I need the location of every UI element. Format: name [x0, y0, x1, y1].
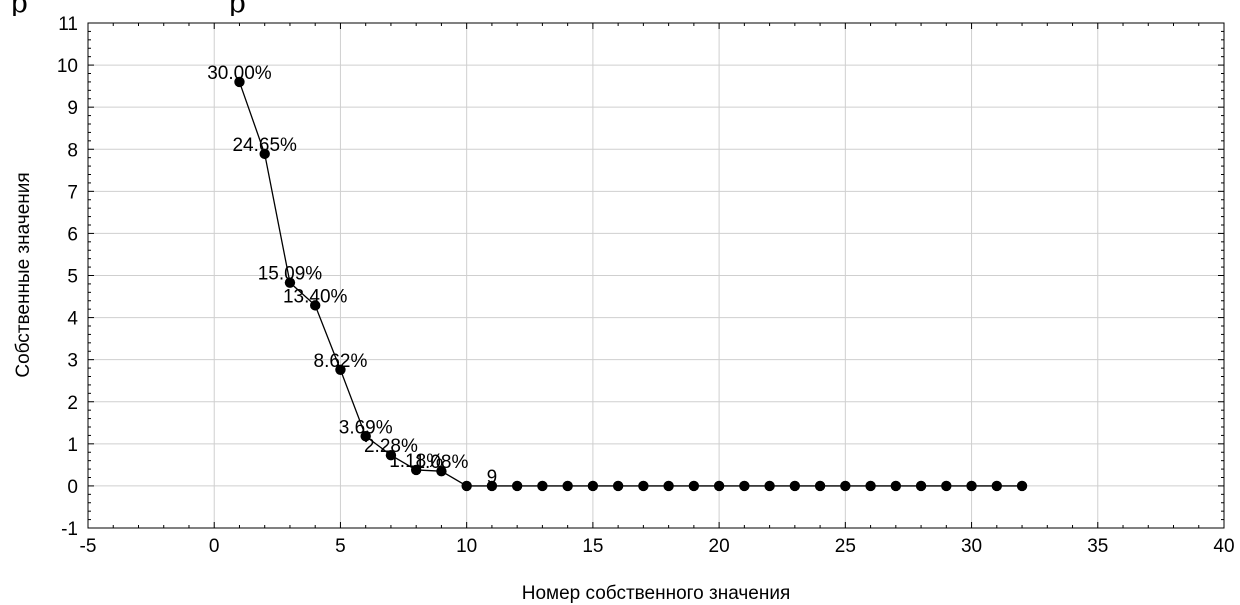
data-point [335, 364, 346, 375]
y-tick-label: 3 [67, 351, 78, 372]
data-point [941, 480, 952, 492]
data-point [865, 480, 876, 492]
data-point [562, 480, 573, 492]
data-point [638, 480, 649, 492]
data-point [360, 431, 371, 442]
data-label: 30.00% [207, 63, 272, 84]
y-tick-label: 7 [67, 182, 78, 203]
data-label: 1.18% [389, 451, 443, 472]
y-tick-label: 4 [67, 309, 78, 330]
y-tick-label: -1 [61, 519, 78, 540]
x-tick-label: 15 [582, 536, 603, 557]
data-label: 15.09% [258, 264, 323, 285]
grid-lines [88, 23, 1224, 528]
data-point [587, 480, 599, 492]
x-tick-label: 35 [1087, 536, 1108, 557]
data-point [436, 465, 447, 477]
data-label: 13.40% [283, 286, 348, 307]
data-annotations: 30.00% 24.65% 15.09%13.40% 8.62% 3.69%2.28%1… [207, 63, 497, 488]
x-tick-label: 10 [456, 536, 477, 557]
x-tick-label: 30 [961, 536, 982, 557]
data-point [1016, 480, 1028, 492]
data-point [840, 480, 851, 492]
y-tick-label: 5 [67, 267, 78, 288]
data-point [537, 480, 548, 492]
data-point [259, 148, 270, 160]
data-label: 2.28% [364, 436, 418, 457]
data-point [713, 480, 725, 492]
data-point [739, 480, 750, 492]
y-tick-label: 8 [67, 140, 78, 161]
data-label: 24.65% [232, 135, 297, 156]
axes: -5 0 5 10 15 20 25 30 35 40 -1 0 1 2 3 4 5 6 7 8 9 10 11 [57, 14, 1235, 557]
x-axis-title: Номер собственного значения [522, 583, 791, 604]
data-label: 3.69% [339, 417, 393, 438]
data-label: 9 [487, 467, 498, 488]
x-tick-label: 40 [1213, 536, 1234, 557]
data-point [688, 480, 700, 492]
data-point [991, 480, 1002, 492]
data-label: 1.08% [414, 452, 468, 473]
data-label: 8.62% [314, 351, 368, 372]
x-tick-label: 5 [335, 536, 346, 557]
data-point [410, 464, 422, 476]
x-tick-label: 0 [209, 536, 220, 557]
y-tick-label: 6 [67, 224, 78, 245]
data-point [486, 480, 498, 492]
data-point [234, 76, 245, 88]
data-point [310, 300, 321, 311]
data-point [385, 449, 397, 461]
data-point [789, 480, 801, 492]
x-tick-label: 20 [709, 536, 730, 557]
y-tick-label: 11 [58, 14, 78, 35]
data-point [612, 480, 624, 492]
data-point [764, 480, 775, 492]
y-tick-label: 10 [57, 56, 78, 77]
data-point [814, 480, 826, 492]
data-point [966, 480, 977, 492]
data-point [915, 480, 927, 492]
data-point [663, 480, 674, 492]
y-tick-label: 2 [67, 393, 78, 414]
data-point [461, 480, 472, 492]
y-tick-label: 1 [67, 435, 78, 456]
y-tick-label: 0 [67, 477, 78, 498]
data-point [890, 480, 902, 492]
x-tick-label: -5 [80, 536, 97, 557]
x-tick-label: 25 [835, 536, 856, 557]
y-tick-label: 9 [67, 98, 78, 119]
y-axis-title: Собственные значения [13, 172, 34, 377]
series-eigenvalues [234, 76, 1028, 492]
data-point [511, 480, 523, 492]
data-point [284, 277, 296, 288]
